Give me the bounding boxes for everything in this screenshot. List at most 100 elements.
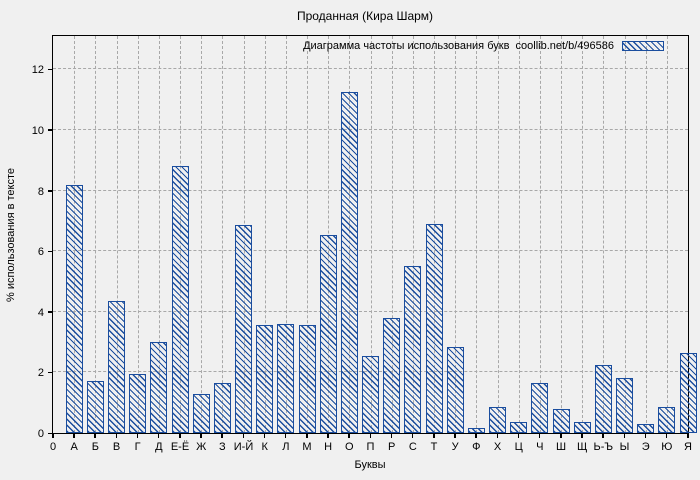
x-grid-line bbox=[158, 36, 160, 433]
x-tick-mark bbox=[390, 433, 393, 438]
x-tick-mark bbox=[475, 433, 477, 438]
x-grid-line bbox=[666, 36, 668, 433]
x-tick-label: Ж bbox=[196, 441, 207, 453]
x-tick-label: Ь-Ъ bbox=[593, 441, 614, 453]
y-tick-mark bbox=[48, 311, 53, 313]
x-tick-mark bbox=[327, 433, 329, 438]
bar bbox=[679, 352, 697, 433]
x-tick-label: Х bbox=[493, 441, 502, 453]
y-axis-label: % использования в тексте bbox=[5, 168, 17, 302]
x-grid-line bbox=[518, 36, 520, 433]
y-tick-mark bbox=[48, 371, 53, 374]
bar bbox=[658, 407, 676, 433]
x-tick-mark bbox=[242, 433, 244, 438]
x-grid-line bbox=[582, 36, 584, 433]
y-tick-label: 2 bbox=[37, 367, 44, 380]
x-grid-line bbox=[645, 36, 647, 433]
bar bbox=[616, 378, 633, 433]
x-tick-mark bbox=[623, 433, 625, 438]
bar bbox=[552, 408, 570, 433]
x-tick-label: З bbox=[219, 441, 226, 453]
bar bbox=[383, 317, 401, 433]
x-tick-mark bbox=[665, 433, 668, 438]
bar bbox=[277, 323, 295, 433]
y-tick-mark bbox=[48, 68, 53, 71]
bar bbox=[213, 383, 231, 433]
x-tick-mark bbox=[454, 433, 456, 438]
y-tick-mark bbox=[48, 432, 53, 434]
x-tick-label: У bbox=[451, 441, 459, 453]
x-grid-line bbox=[603, 36, 605, 433]
x-tick-label: Л bbox=[282, 441, 290, 453]
x-tick-mark bbox=[581, 433, 583, 438]
x-tick-mark bbox=[73, 433, 75, 438]
bar bbox=[171, 166, 189, 433]
bar bbox=[404, 266, 422, 433]
x-grid-line bbox=[201, 36, 203, 433]
x-tick-label: П bbox=[366, 441, 375, 453]
x-grid-line bbox=[391, 36, 393, 433]
x-tick-mark bbox=[179, 433, 181, 438]
x-grid-line bbox=[455, 36, 457, 433]
y-tick-mark bbox=[48, 190, 53, 192]
plot-area: Диаграмма частоты использования букв coo… bbox=[32, 35, 697, 453]
y-tick-label: 6 bbox=[37, 246, 44, 259]
x-tick-mark bbox=[157, 433, 160, 438]
x-tick-label: Н bbox=[324, 441, 333, 453]
x-grid-line bbox=[95, 36, 97, 433]
x-tick-label: Б bbox=[91, 441, 99, 453]
x-tick-label: Д bbox=[155, 441, 163, 453]
x-tick-mark bbox=[284, 433, 287, 438]
x-grid-line bbox=[307, 36, 308, 433]
x-tick-label: Э bbox=[641, 441, 650, 453]
x-tick-mark bbox=[136, 433, 139, 438]
y-tick-label: 0 bbox=[37, 428, 44, 440]
x-tick-label: Щ bbox=[577, 441, 588, 453]
x-grid-line bbox=[624, 36, 626, 433]
bar bbox=[573, 422, 591, 433]
x-tick-label: Г bbox=[134, 441, 141, 453]
x-grid-line bbox=[222, 36, 224, 433]
x-grid-line bbox=[561, 36, 562, 433]
bar bbox=[256, 325, 274, 433]
x-tick-mark bbox=[348, 433, 350, 438]
x-tick-label: Ф bbox=[472, 441, 481, 453]
x-tick-mark bbox=[496, 433, 498, 438]
x-grid-line bbox=[497, 36, 499, 433]
x-tick-label: С bbox=[408, 441, 417, 453]
x-grid-line bbox=[412, 36, 414, 433]
x-tick-label: Р bbox=[387, 441, 396, 453]
x-grid-line bbox=[116, 36, 118, 433]
x-tick-mark bbox=[221, 433, 223, 438]
x-tick-label: О bbox=[345, 441, 354, 453]
hatch-swatch-icon bbox=[622, 41, 664, 51]
bar bbox=[531, 383, 549, 433]
x-tick-label: Ы bbox=[619, 441, 630, 453]
y-tick-label: 8 bbox=[37, 185, 44, 198]
chart-title: Проданная (Кира Шарм) bbox=[296, 9, 434, 23]
bar bbox=[235, 225, 252, 433]
x-tick-mark bbox=[644, 433, 647, 438]
x-tick-mark bbox=[560, 433, 562, 438]
x-tick-mark bbox=[52, 433, 54, 438]
x-tick-label: Ш bbox=[555, 441, 567, 453]
bar bbox=[319, 234, 337, 433]
y-tick-label: 12 bbox=[31, 64, 44, 77]
bar bbox=[594, 364, 612, 433]
x-tick-mark bbox=[115, 433, 117, 438]
x-tick-mark bbox=[687, 433, 689, 438]
bar bbox=[298, 325, 316, 433]
x-tick-mark bbox=[517, 433, 520, 438]
x-grid-line bbox=[137, 36, 139, 433]
x-tick-mark bbox=[263, 433, 266, 438]
legend: Диаграмма частоты использования букв coo… bbox=[303, 40, 664, 52]
x-grid-line bbox=[264, 36, 266, 433]
bar bbox=[510, 422, 528, 433]
x-tick-mark bbox=[602, 433, 604, 438]
bar bbox=[489, 407, 506, 433]
y-tick-label: 4 bbox=[37, 306, 44, 319]
x-tick-mark bbox=[433, 433, 435, 438]
legend-label: Диаграмма частоты использования букв coo… bbox=[303, 40, 614, 52]
bar bbox=[362, 355, 379, 433]
x-tick-label: Е-Ё bbox=[170, 441, 190, 453]
